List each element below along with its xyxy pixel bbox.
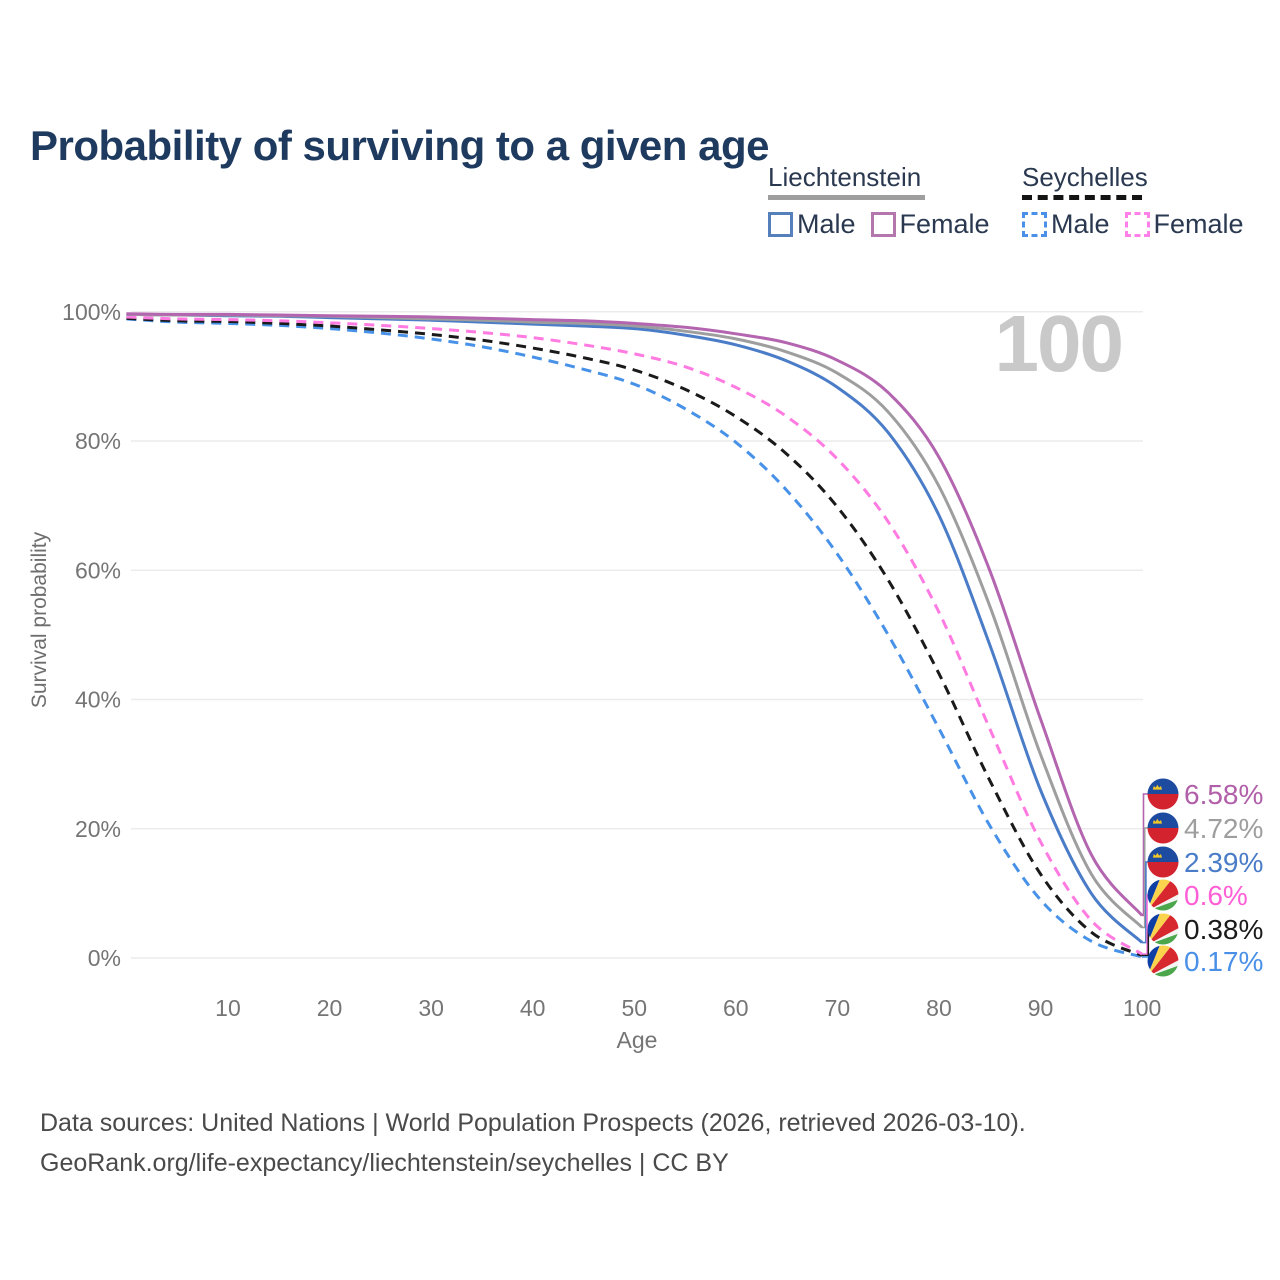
x-tick-label: 60 [723,995,749,1021]
seychelles-male-swatch-icon [1022,211,1047,237]
end-value-label: 0.6% [1184,880,1248,911]
flag-seychelles-icon [1147,945,1179,977]
seychelles-female-swatch-icon [1124,211,1150,237]
y-tick-label: 20% [75,816,121,842]
flag-seychelles-icon [1147,913,1179,945]
legend-group-seychelles: Seychelles Male Female [1022,163,1259,240]
y-tick-label: 80% [75,428,121,454]
page-title: Probability of surviving to a given age [30,122,769,170]
end-value-label: 6.58% [1184,779,1263,810]
data-sources-line: Data sources: United Nations | World Pop… [40,1109,1026,1137]
flag-liechtenstein-icon [1147,812,1179,844]
x-tick-label: 70 [825,995,851,1021]
connector-line [1142,793,1148,917]
survival-curve-seychelles-male [126,317,1143,959]
x-tick-label: 20 [317,995,343,1021]
connector-line [1142,827,1148,929]
legend-item-seychelles-female[interactable]: Female [1124,208,1244,240]
legend-item-label: Female [1153,208,1244,239]
x-tick-label: 90 [1028,995,1054,1021]
flag-liechtenstein-icon [1147,778,1179,810]
liechtenstein-solid-line-swatch [768,194,925,200]
flag-liechtenstein-icon [1147,846,1179,878]
legend-item-liechtenstein-female[interactable]: Female [870,208,990,240]
y-tick-label: 100% [62,299,121,325]
x-tick-label: 50 [621,995,647,1021]
y-tick-label: 0% [88,945,121,971]
legend-item-seychelles-male[interactable]: Male [1022,209,1110,240]
x-tick-label: 80 [926,995,952,1021]
end-value-label: 0.38% [1184,914,1263,945]
legend-item-label: Female [899,208,990,239]
x-tick-label: 30 [418,995,444,1021]
y-axis-title: Survival probability [28,531,51,708]
age-watermark: 100 [995,299,1122,388]
legend-item-liechtenstein-male[interactable]: Male [768,209,856,240]
x-tick-label: 100 [1123,995,1161,1021]
x-tick-label: 40 [520,995,546,1021]
legend-item-label: Male [797,208,856,239]
survival-curve-liechtenstein-female [126,312,1144,917]
flag-seychelles-icon [1147,879,1179,911]
end-labels: 6.58%4.72%2.39%0.6%0.38%0.17% [1142,778,1263,977]
liechtenstein-male-swatch-icon [768,211,793,237]
gridlines [131,311,1143,959]
y-tick-label: 60% [75,557,121,583]
survival-curve-liechtenstein-male [126,312,1144,944]
survival-curves [126,312,1144,959]
survival-curve-seychelles-female [126,315,1143,956]
x-tick-label: 10 [215,995,241,1021]
axis-tick-labels: 0% 20% 40% 60% 80% 100% 10 20 30 40 50 60 70 80 90 100 [62,299,1161,1021]
legend-country-seychelles: Seychelles [1022,162,1148,192]
survival-curve-liechtenstein-both-sexes [126,312,1144,929]
end-value-label: 0.17% [1184,946,1263,977]
y-tick-label: 40% [75,687,121,713]
legend-country-liechtenstein: Liechtenstein [768,162,922,192]
legend-group-liechtenstein: Liechtenstein Male Female [768,163,1005,240]
legend-item-label: Male [1051,208,1110,239]
end-value-label: 2.39% [1184,847,1263,878]
connector-line [1142,861,1148,944]
end-value-label: 4.72% [1184,813,1263,844]
survival-curve-seychelles-both-sexes [126,316,1143,957]
attribution-line: GeoRank.org/life-expectancy/liechtenstei… [40,1149,729,1177]
x-axis-title: Age [617,1027,658,1053]
seychelles-dashed-line-swatch [1022,194,1142,200]
chart-footer: Data sources: United Nations | World Pop… [40,1103,1026,1183]
liechtenstein-female-swatch-icon [870,211,896,237]
